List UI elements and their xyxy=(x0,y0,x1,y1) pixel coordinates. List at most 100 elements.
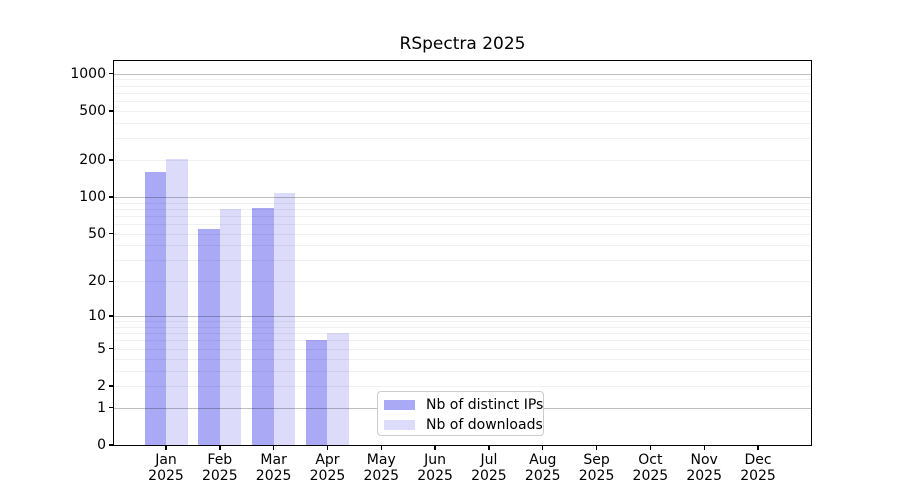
gridline-minor-3 xyxy=(114,370,811,372)
legend: Nb of distinct IPs Nb of downloads xyxy=(377,390,544,436)
x-label-year: 2025 xyxy=(148,468,184,484)
x-axis-tick-label-mar: Mar 2025 xyxy=(246,452,302,485)
x-axis-tick-nov xyxy=(703,445,705,450)
x-label-year: 2025 xyxy=(309,468,346,484)
x-label-month: Dec xyxy=(744,451,772,468)
y-axis-tick-label-1: 1 xyxy=(97,399,106,416)
y-axis-tick-label-500: 500 xyxy=(79,102,106,119)
plot-border xyxy=(113,59,812,446)
y-axis-tick-label-20: 20 xyxy=(88,273,106,290)
x-label-year: 2025 xyxy=(201,468,238,484)
x-axis-tick-jul xyxy=(488,445,490,450)
x-label-year: 2025 xyxy=(524,468,561,484)
y-axis-tick-0 xyxy=(109,444,114,446)
x-label-year: 2025 xyxy=(417,468,453,484)
x-label-month: Apr xyxy=(315,451,340,468)
y-axis-tick-5 xyxy=(109,348,114,350)
x-axis-tick-label-apr: Apr 2025 xyxy=(299,452,355,485)
chart-title: RSpectra 2025 xyxy=(399,34,526,54)
x-axis-tick-label-may: May 2025 xyxy=(353,452,409,485)
gridline-minor-500 xyxy=(114,110,811,112)
y-axis-tick-label-50: 50 xyxy=(88,225,106,242)
y-axis-tick-label-200: 200 xyxy=(79,152,106,169)
legend-label-downloads: Nb of downloads xyxy=(426,416,543,433)
gridline-minor-30 xyxy=(114,260,811,262)
x-axis-tick-label-oct: Oct 2025 xyxy=(622,452,678,485)
gridline-minor-9 xyxy=(114,321,811,323)
x-label-year: 2025 xyxy=(578,468,615,484)
x-label-month: Feb xyxy=(207,451,233,468)
x-label-year: 2025 xyxy=(363,468,400,484)
x-axis-tick-dec xyxy=(757,445,759,450)
x-label-month: Nov xyxy=(690,451,718,468)
gridline-minor-400 xyxy=(114,122,811,124)
x-axis-tick-label-feb: Feb 2025 xyxy=(192,452,248,485)
x-label-year: 2025 xyxy=(686,468,722,484)
gridline-minor-2 xyxy=(114,385,811,387)
y-axis-tick-10 xyxy=(109,315,114,317)
gridline-minor-90 xyxy=(114,202,811,204)
y-axis-tick-label-100: 100 xyxy=(79,189,106,205)
x-label-month: Oct xyxy=(638,451,663,468)
x-label-year: 2025 xyxy=(471,468,507,484)
bar-distinct-ips-feb xyxy=(198,228,220,445)
y-axis-tick-label-10: 10 xyxy=(88,308,106,325)
gridline-minor-300 xyxy=(114,138,811,140)
legend-swatch-downloads xyxy=(384,419,415,430)
gridline-minor-6 xyxy=(114,340,811,342)
gridline-minor-8 xyxy=(114,326,811,328)
x-axis-tick-feb xyxy=(219,445,221,450)
x-axis-tick-label-sep: Sep 2025 xyxy=(569,452,625,485)
y-axis-tick-50 xyxy=(109,233,114,235)
y-axis-tick-label-1000: 1000 xyxy=(70,65,106,82)
x-axis-tick-label-jul: Jul 2025 xyxy=(461,452,517,485)
x-axis-tick-jan xyxy=(165,445,167,450)
gridline-minor-200 xyxy=(114,160,811,162)
x-label-year: 2025 xyxy=(255,468,292,484)
gridline-minor-50 xyxy=(114,233,811,235)
bar-downloads-apr xyxy=(327,333,349,445)
gridline-major-1000 xyxy=(114,73,811,75)
x-label-year: 2025 xyxy=(632,468,669,484)
gridline-major-100 xyxy=(114,197,811,198)
x-label-month: May xyxy=(366,451,396,468)
y-axis-tick-20 xyxy=(109,280,114,283)
bar-downloads-mar xyxy=(273,193,296,445)
x-label-month: Jul xyxy=(480,451,498,468)
x-axis-tick-oct xyxy=(649,445,652,450)
legend-swatch-distinct-ips xyxy=(384,399,415,410)
gridline-minor-60 xyxy=(114,224,811,226)
legend-item-downloads: Nb of downloads xyxy=(384,415,543,435)
y-axis-tick-200 xyxy=(109,159,114,161)
x-axis-tick-label-nov: Nov 2025 xyxy=(676,452,732,485)
x-axis-tick-aug xyxy=(542,445,544,450)
gridline-minor-4 xyxy=(114,358,811,360)
y-axis-tick-label-5: 5 xyxy=(97,340,106,357)
x-axis-tick-label-jun: Jun 2025 xyxy=(407,452,463,485)
y-axis-tick-1 xyxy=(109,407,114,409)
x-label-month: Mar xyxy=(260,451,287,468)
bar-distinct-ips-jan xyxy=(144,171,166,445)
bar-downloads-feb xyxy=(219,208,242,445)
y-axis-tick-2 xyxy=(109,385,114,387)
legend-label-distinct-ips: Nb of distinct IPs xyxy=(426,396,544,413)
gridline-minor-600 xyxy=(114,101,811,103)
x-axis-tick-may xyxy=(380,445,382,450)
bar-distinct-ips-mar xyxy=(252,207,274,445)
bar-downloads-jan xyxy=(166,159,188,445)
x-axis-tick-sep xyxy=(595,445,598,450)
gridline-minor-700 xyxy=(114,92,811,94)
x-label-month: Jan xyxy=(155,451,177,468)
x-label-year: 2025 xyxy=(740,468,776,484)
gridline-minor-5 xyxy=(114,348,811,350)
x-axis-tick-mar xyxy=(272,445,275,450)
gridline-minor-20 xyxy=(114,281,811,283)
gridline-major-10 xyxy=(114,316,811,318)
x-label-month: Jun xyxy=(424,451,447,468)
x-axis-tick-label-aug: Aug 2025 xyxy=(515,452,571,485)
gridline-minor-70 xyxy=(114,215,811,217)
x-axis-tick-apr xyxy=(326,445,329,450)
y-axis-tick-label-2: 2 xyxy=(97,377,106,394)
x-axis-tick-jun xyxy=(434,445,436,450)
